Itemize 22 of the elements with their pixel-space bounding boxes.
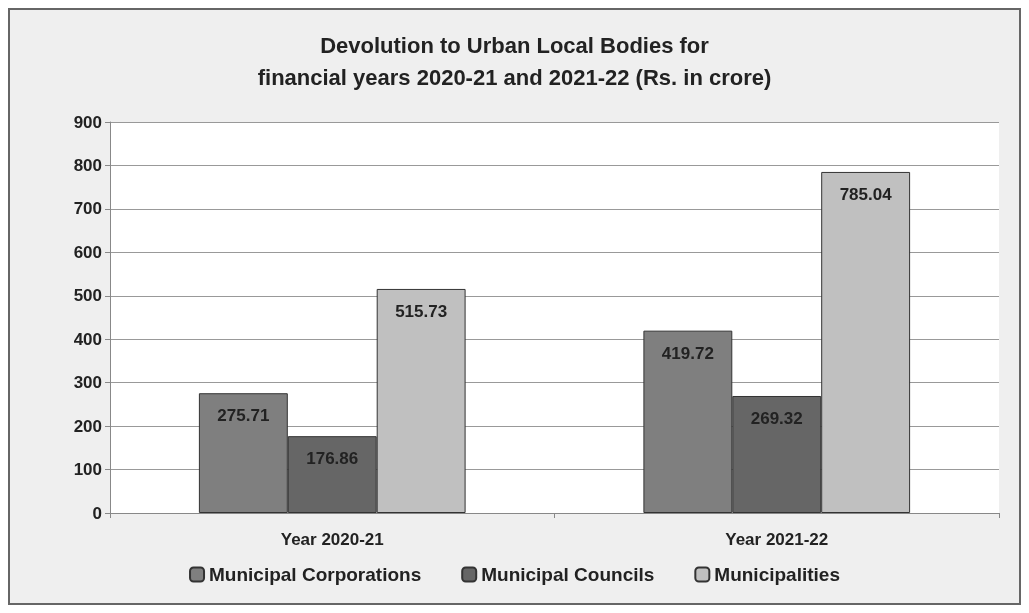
data-label: 176.86 <box>306 449 359 469</box>
data-label: 419.72 <box>661 343 714 363</box>
x-tick-label: Year 2020-21 <box>280 530 384 549</box>
y-tick-label: 800 <box>73 155 102 175</box>
legend-label: Municipal Corporations <box>209 564 422 585</box>
y-tick-label: 300 <box>73 373 102 393</box>
y-tick-label: 200 <box>73 416 102 436</box>
y-tick-label: 400 <box>73 329 102 349</box>
data-label: 269.32 <box>750 409 803 428</box>
y-tick-label: 600 <box>73 242 102 262</box>
legend-label: Municipalities <box>714 564 840 585</box>
y-tick-label: 100 <box>73 460 102 480</box>
data-label: 785.04 <box>839 184 893 204</box>
legend-label: Municipal Councils <box>481 564 655 585</box>
chart-title: Devolution to Urban Local Bodies for financial years 2020-21 and 2021-22 (Rs. in crore) <box>257 32 772 90</box>
y-tick-label: 0 <box>92 503 102 523</box>
y-tick-label: 700 <box>73 199 102 219</box>
y-tick-label: 900 <box>73 112 102 132</box>
data-label: 515.73 <box>395 301 448 321</box>
x-tick-label: Year 2021-22 <box>725 530 829 549</box>
data-label: 275.71 <box>217 406 270 426</box>
y-tick-label: 500 <box>73 286 102 306</box>
